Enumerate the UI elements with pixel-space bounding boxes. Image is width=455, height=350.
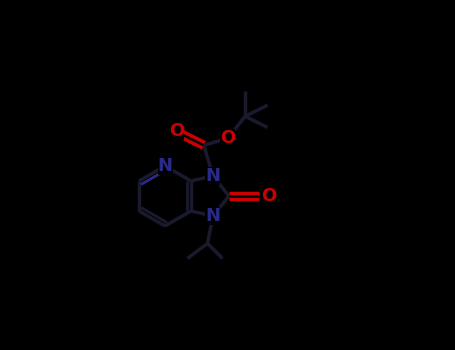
Text: N: N — [206, 167, 221, 185]
Text: O: O — [261, 187, 277, 205]
Text: N: N — [157, 157, 172, 175]
Text: N: N — [206, 207, 221, 225]
Text: O: O — [220, 129, 235, 147]
Text: O: O — [169, 122, 184, 140]
